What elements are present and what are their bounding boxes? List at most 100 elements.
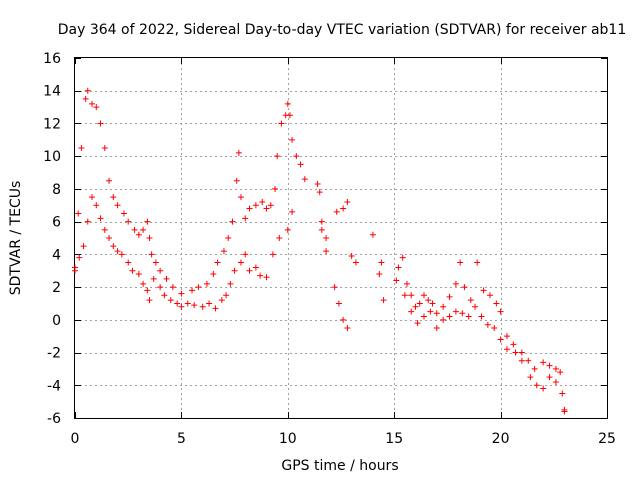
data-point <box>233 177 240 184</box>
x-tick-label: 15 <box>385 431 403 447</box>
data-point <box>512 349 519 356</box>
y-tick-label: 14 <box>43 84 61 100</box>
data-point <box>114 202 121 209</box>
data-point <box>184 300 191 307</box>
data-point <box>237 194 244 201</box>
data-point <box>289 136 296 143</box>
data-point <box>227 280 234 287</box>
data-point <box>242 215 249 222</box>
data-point <box>399 254 406 261</box>
data-point <box>531 365 538 372</box>
data-point <box>452 280 459 287</box>
data-point <box>459 310 466 317</box>
data-point <box>344 325 351 331</box>
data-point <box>140 226 147 233</box>
data-point <box>331 284 338 291</box>
data-point <box>352 259 359 266</box>
plot-area-frame <box>74 57 608 419</box>
data-point <box>223 292 230 299</box>
data-point <box>152 259 159 266</box>
data-point <box>297 161 304 168</box>
data-point <box>452 308 459 315</box>
data-point <box>120 210 127 217</box>
data-point <box>191 302 198 309</box>
data-point <box>403 280 410 287</box>
data-point <box>427 308 434 315</box>
data-point <box>229 218 236 225</box>
data-point <box>195 284 202 291</box>
y-tick-label: 10 <box>43 149 61 165</box>
data-point <box>269 251 276 258</box>
data-point <box>278 120 285 127</box>
data-point <box>167 297 174 304</box>
data-point <box>235 149 242 156</box>
y-tick-label: -6 <box>47 411 61 427</box>
data-point <box>467 297 474 304</box>
data-point <box>135 271 142 277</box>
data-point <box>446 293 453 300</box>
y-tick-label: 16 <box>43 51 61 67</box>
data-point <box>412 303 419 310</box>
data-point <box>323 235 330 241</box>
y-tick-label: 8 <box>52 182 61 198</box>
data-point <box>318 218 325 225</box>
data-point <box>178 303 185 310</box>
x-tick-label: 10 <box>279 431 297 447</box>
data-point <box>274 153 281 160</box>
data-point <box>518 349 525 356</box>
data-point <box>210 271 217 277</box>
data-point <box>150 275 157 282</box>
data-point <box>276 235 283 241</box>
data-point <box>110 194 117 201</box>
data-point <box>89 194 96 201</box>
data-point <box>461 284 468 291</box>
x-tick-label: 25 <box>598 431 616 447</box>
data-point <box>286 112 293 119</box>
data-point <box>333 208 340 215</box>
data-point <box>420 313 427 320</box>
data-point <box>510 341 517 348</box>
data-point <box>503 346 510 353</box>
data-point <box>106 177 113 184</box>
data-point <box>84 218 91 225</box>
data-point <box>231 267 238 274</box>
data-point <box>493 300 500 307</box>
data-point <box>246 267 253 274</box>
data-point <box>414 320 421 327</box>
data-point <box>380 297 387 304</box>
y-tick-label: 12 <box>43 116 61 132</box>
data-point <box>440 316 447 323</box>
x-tick-label: 20 <box>492 431 510 447</box>
data-point <box>323 248 330 255</box>
data-point <box>146 297 153 304</box>
data-point <box>433 325 440 331</box>
data-point <box>178 290 185 297</box>
y-tick-label: 6 <box>52 215 61 231</box>
data-point <box>263 274 270 281</box>
data-point <box>106 235 113 241</box>
data-point <box>335 300 342 307</box>
data-point <box>212 305 219 312</box>
data-point <box>163 275 170 282</box>
data-point <box>114 248 121 255</box>
data-point <box>457 259 464 266</box>
data-point <box>440 303 447 310</box>
y-tick-label: 0 <box>52 313 61 329</box>
data-point <box>125 218 132 225</box>
data-point <box>252 264 259 271</box>
data-point <box>408 292 415 299</box>
data-point <box>252 202 259 209</box>
data-point <box>101 226 108 233</box>
y-tick-label: 2 <box>52 280 61 296</box>
data-point <box>144 287 151 294</box>
data-point <box>148 251 155 258</box>
data-point <box>491 325 498 331</box>
data-point <box>75 210 82 217</box>
data-point <box>425 297 432 304</box>
data-point <box>80 243 87 250</box>
data-point <box>416 300 423 307</box>
data-points <box>72 87 568 415</box>
x-tick-label: 0 <box>71 431 80 447</box>
data-point <box>78 145 85 151</box>
